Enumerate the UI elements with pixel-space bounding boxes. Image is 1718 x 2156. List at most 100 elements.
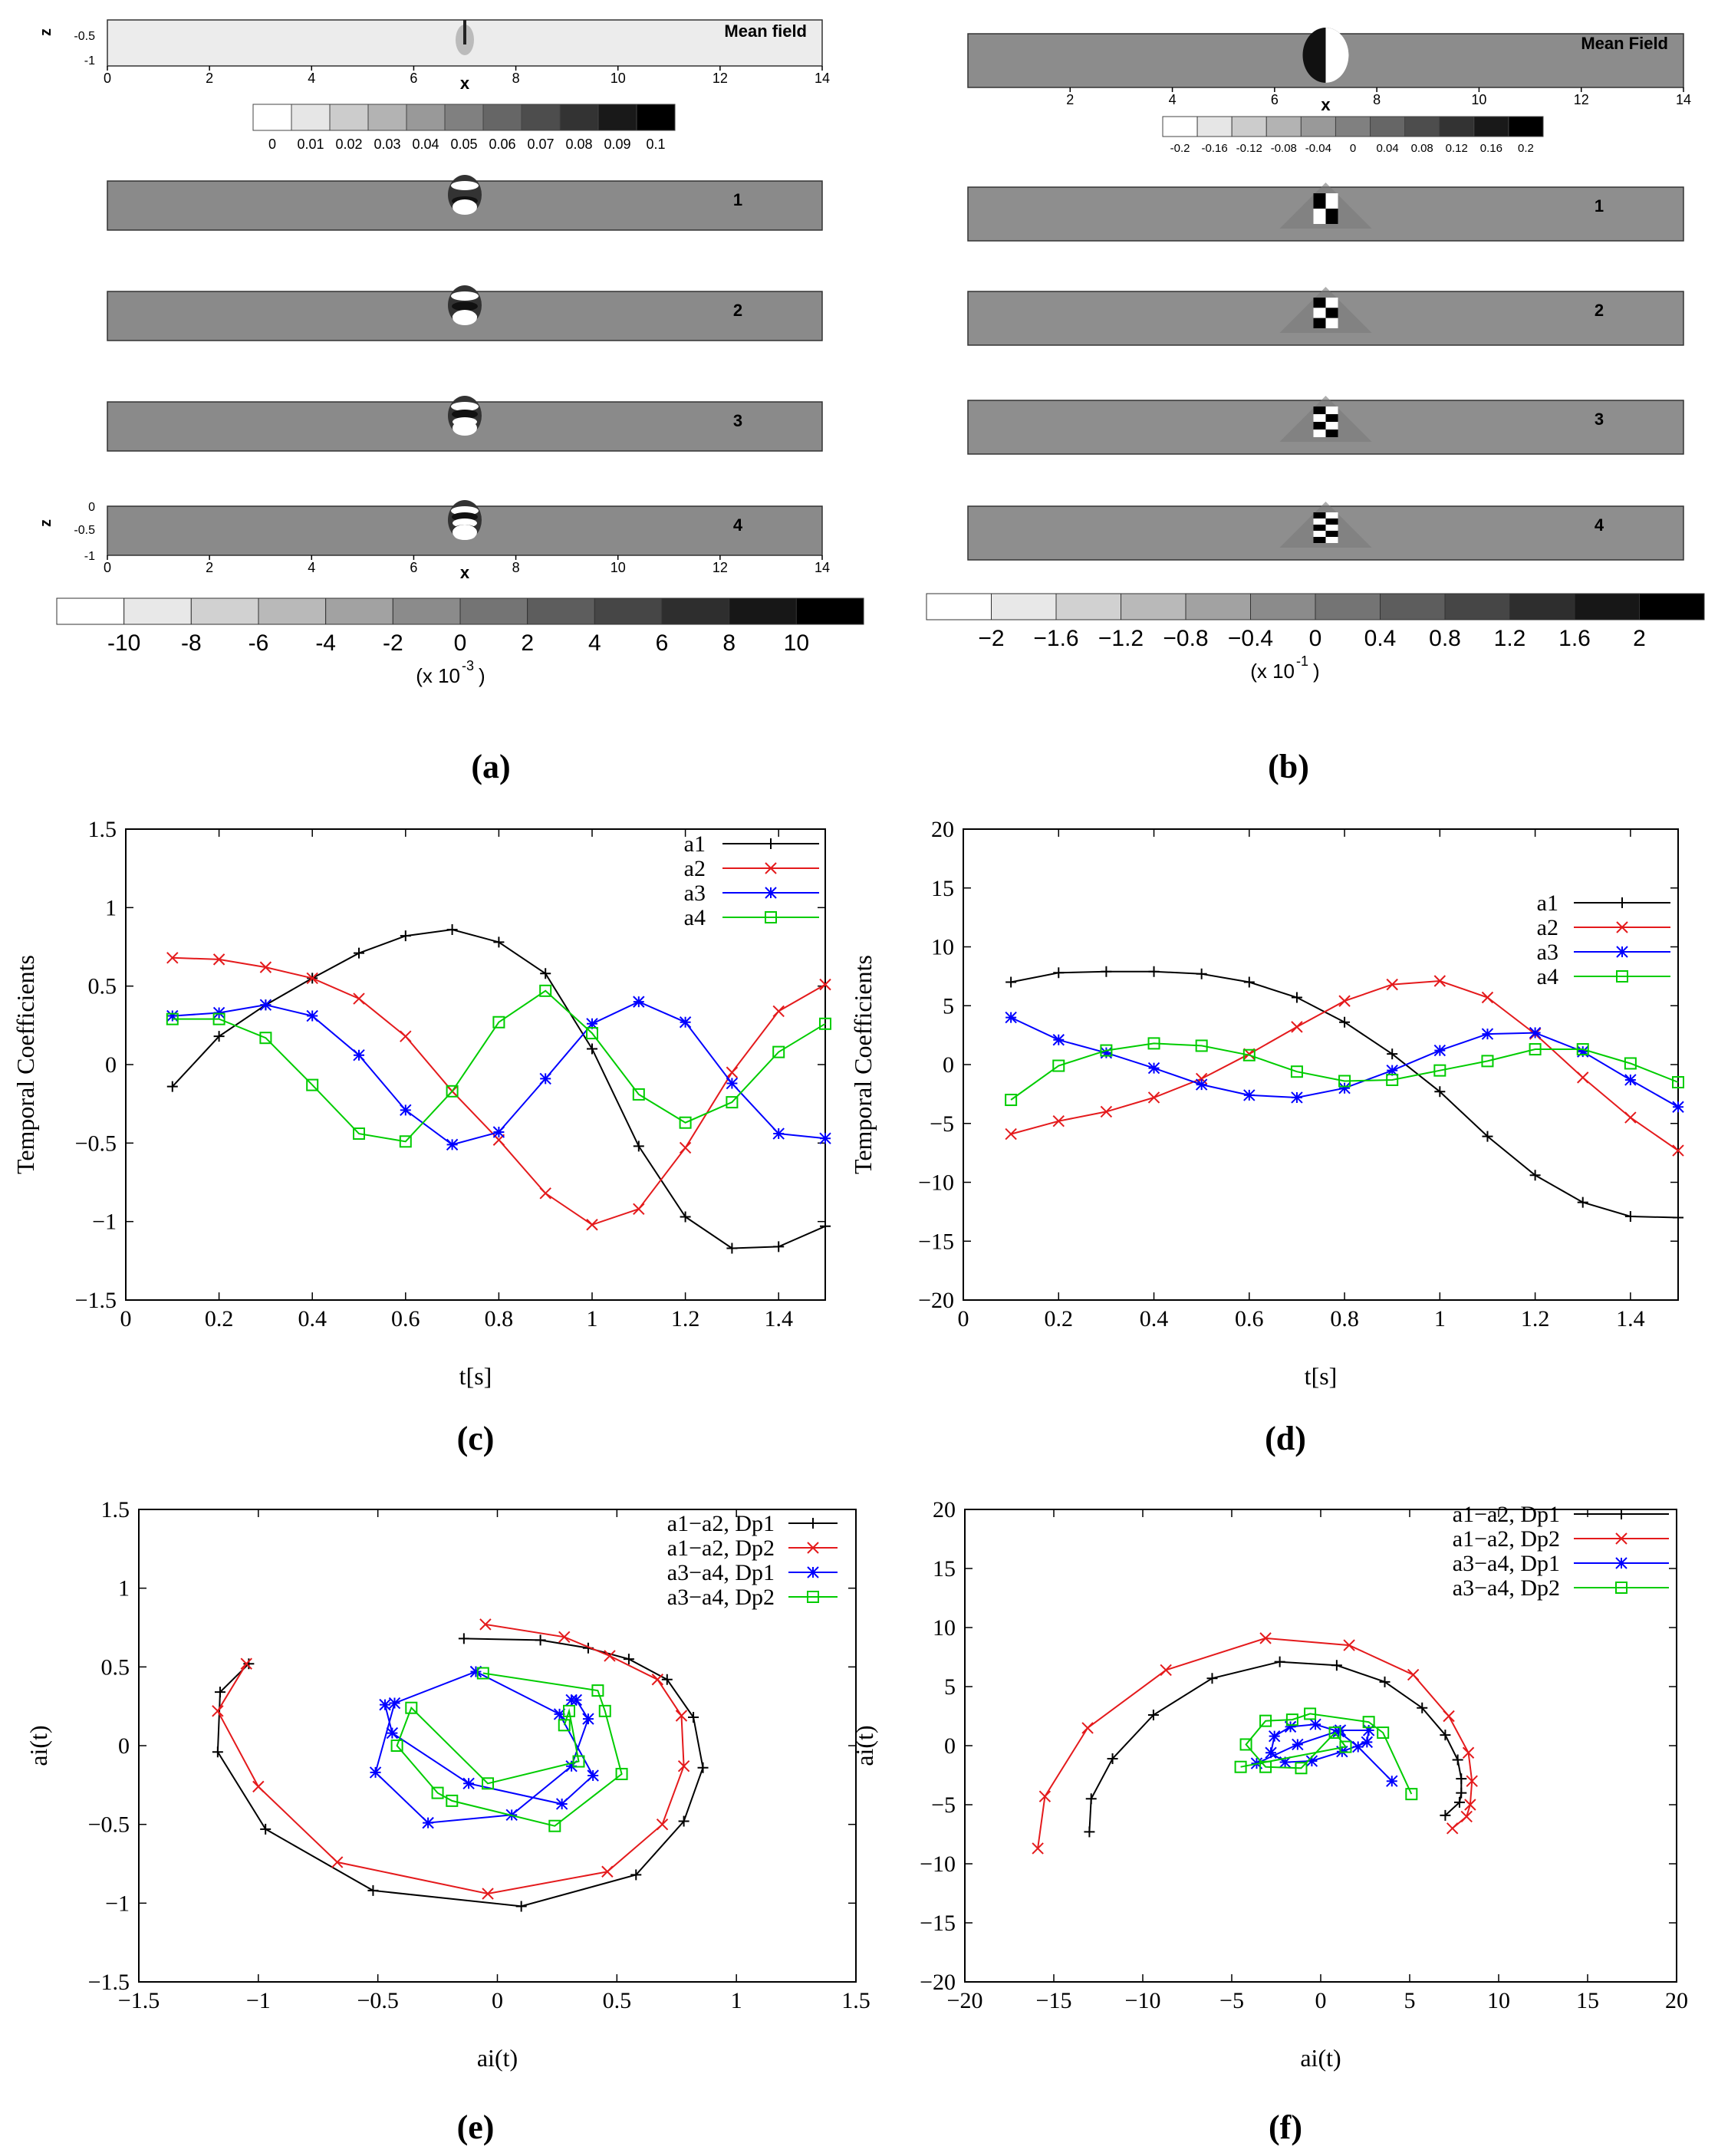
marker-star xyxy=(1624,1074,1637,1086)
marker-x xyxy=(677,1759,690,1773)
marker-star xyxy=(1268,1730,1281,1743)
y-tick-label: 0.5 xyxy=(88,974,117,999)
marker-square xyxy=(306,1078,319,1091)
top-colorbar-cell xyxy=(597,104,637,131)
mode-field-structure xyxy=(1279,502,1372,548)
top-colorbar-tick: -0.08 xyxy=(1271,142,1297,155)
marker-plus xyxy=(808,1518,818,1529)
colorbar-cell xyxy=(661,597,730,625)
mean-axis-tick-label: 4 xyxy=(308,71,315,86)
marker-star xyxy=(1005,1011,1017,1024)
marker-plus xyxy=(1387,1048,1398,1060)
series-line-4 xyxy=(1240,1713,1413,1795)
colorbar-tick-label: −1.2 xyxy=(1098,626,1144,651)
marker-plus xyxy=(446,923,458,935)
mode-checker-cell xyxy=(1313,308,1326,318)
mode-checker-cell xyxy=(1313,512,1326,518)
series-line-4 xyxy=(1010,1042,1679,1101)
marker-square xyxy=(558,1719,571,1732)
marker-plus xyxy=(213,1031,225,1042)
x-tick-label: −1 xyxy=(246,1988,271,2013)
top-colorbar-tick: -0.2 xyxy=(1170,142,1190,155)
marker-x xyxy=(1462,1746,1475,1759)
colorbar-unit-exponent: -1 xyxy=(1296,653,1308,669)
marker-plus xyxy=(1456,1787,1467,1799)
marker-x xyxy=(1081,1722,1094,1734)
mean-axis-tick-label: 10 xyxy=(611,71,626,86)
marker-square xyxy=(1339,1740,1352,1753)
legend-label: a4 xyxy=(1537,964,1558,989)
marker-square xyxy=(615,1767,628,1780)
marker-plus xyxy=(1434,1086,1446,1098)
marker-x xyxy=(1672,1144,1684,1157)
mode-field-structure xyxy=(448,285,482,325)
marker-star xyxy=(259,999,272,1011)
marker-x xyxy=(765,862,777,874)
marker-star xyxy=(1309,1718,1321,1730)
x-tick-label: −10 xyxy=(1125,1988,1161,2013)
marker-star xyxy=(1386,1775,1398,1787)
marker-x xyxy=(1466,1775,1478,1787)
marker-star xyxy=(400,1104,412,1117)
mean-axis-tick-label: 4 xyxy=(1169,92,1177,107)
top-colorbar-tick: 0.04 xyxy=(412,137,439,152)
colorbar-tick-label: −0.8 xyxy=(1163,626,1208,651)
marker-star xyxy=(1243,1089,1256,1101)
colorbar-tick-label: −1.6 xyxy=(1033,626,1078,651)
legend-label: a1−a2, Dp1 xyxy=(1453,1502,1560,1527)
top-colorbar-tick: 0 xyxy=(1350,142,1356,155)
top-colorbar-tick: -0.04 xyxy=(1305,142,1331,155)
y-tick-label: −0.5 xyxy=(75,1131,117,1156)
mean-axis-tick-label: 8 xyxy=(1373,92,1381,107)
marker-plus xyxy=(1440,1730,1451,1741)
mode-blob-band xyxy=(451,181,479,190)
y-tick-label: 5 xyxy=(943,993,954,1019)
x-tick-label: 1.4 xyxy=(1616,1306,1645,1331)
series-line-3 xyxy=(374,1670,594,1824)
marker-plus xyxy=(260,1823,272,1835)
marker-x xyxy=(240,1657,252,1670)
marker-plus xyxy=(1331,1660,1342,1671)
marker-x xyxy=(675,1710,688,1722)
marker-x xyxy=(1032,1842,1044,1855)
x-tick-label: 1.2 xyxy=(671,1306,700,1331)
mean-axis-ztick: -0.5 xyxy=(74,30,95,43)
top-colorbar-cell xyxy=(444,104,484,131)
marker-star xyxy=(462,1777,475,1789)
mean-axis-tick-label: 12 xyxy=(713,71,728,86)
marker-x xyxy=(651,1674,664,1686)
marker-x xyxy=(726,1066,739,1078)
x-tick-label: 0.2 xyxy=(205,1306,234,1331)
marker-star xyxy=(1279,1756,1292,1769)
mode-checker-cell xyxy=(1313,518,1326,525)
top-colorbar-tick: -0.12 xyxy=(1236,142,1262,155)
top-colorbar-cell xyxy=(1439,116,1475,137)
top-colorbar-tick: 0.2 xyxy=(1518,142,1534,155)
marker-plus xyxy=(1617,897,1627,908)
marker-star xyxy=(807,1566,819,1578)
series-line-1 xyxy=(1088,1661,1463,1832)
colorbar-cell xyxy=(1315,593,1381,620)
marker-x xyxy=(633,1203,645,1215)
marker-x xyxy=(212,953,225,966)
mean-axis-xlabel: x xyxy=(1321,95,1331,114)
colorbar-cell xyxy=(1185,593,1251,620)
marker-star xyxy=(1284,1720,1297,1733)
y-tick-label: 0 xyxy=(944,1733,956,1759)
marker-square xyxy=(446,1794,459,1807)
x-axis-label: t[s] xyxy=(1305,1362,1338,1390)
colorbar-cell xyxy=(1509,593,1575,620)
mode-blob-light xyxy=(453,525,477,540)
plot-frame xyxy=(963,828,1679,1301)
marker-plus xyxy=(1482,1131,1493,1142)
legend-label: a1 xyxy=(684,831,706,857)
mode-checker-cell xyxy=(1313,407,1326,414)
y-tick-label: −5 xyxy=(930,1111,954,1137)
mode-field-label: 3 xyxy=(733,411,742,430)
mode-blob-band xyxy=(451,291,479,301)
marker-square xyxy=(1052,1059,1065,1072)
marker-star xyxy=(1292,1738,1304,1751)
marker-star xyxy=(1352,1740,1364,1753)
colorbar-tick-label: 4 xyxy=(588,630,601,656)
